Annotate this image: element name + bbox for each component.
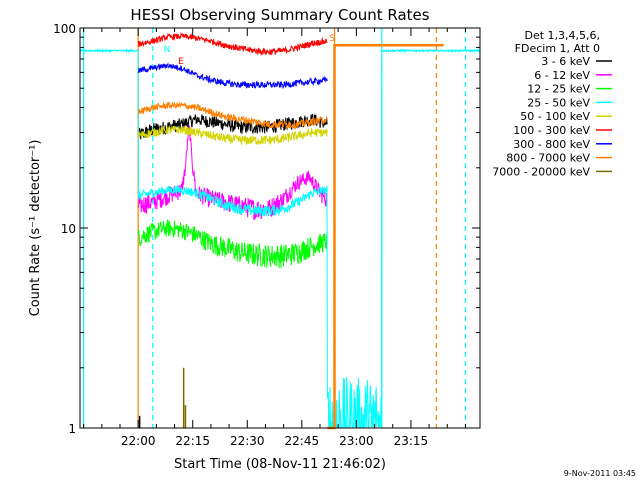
plot-frame bbox=[79, 27, 481, 429]
series-line-4 bbox=[137, 125, 328, 146]
series-line-2 bbox=[137, 219, 328, 269]
x-axis-label: Start Time (08-Nov-11 21:46:02) bbox=[174, 457, 386, 472]
x-tick-label: 22:15 bbox=[175, 434, 210, 448]
series-line-6 bbox=[137, 62, 328, 90]
legend-header: FDecim 1, Att 0 bbox=[515, 42, 600, 55]
plot-area: N S E 1 10 100 22:00 22:15 22:30 22:45 23:00 23:15 bbox=[53, 22, 481, 448]
legend-header: Det 1,3,4,5,6, bbox=[524, 29, 600, 42]
series-line-3 bbox=[79, 48, 481, 429]
legend-label: 7000 - 20000 keV bbox=[492, 165, 590, 178]
x-tick-label: 22:30 bbox=[230, 434, 265, 448]
footer-timestamp: 9-Nov-2011 03:45 bbox=[564, 469, 636, 478]
series-line-7 bbox=[138, 101, 328, 130]
legend-label: 800 - 7000 keV bbox=[506, 152, 590, 165]
y-tick-label: 100 bbox=[53, 22, 76, 36]
x-tick-label: 22:45 bbox=[285, 434, 320, 448]
legend-label: 3 - 6 keV bbox=[541, 55, 590, 68]
x-tick-label: 22:00 bbox=[121, 434, 156, 448]
series-line-5 bbox=[137, 32, 328, 57]
legend-label: 300 - 800 keV bbox=[513, 138, 590, 151]
legend-label: 12 - 25 keV bbox=[527, 83, 590, 96]
annotation-0: N bbox=[164, 45, 171, 55]
legend-label: 50 - 100 keV bbox=[520, 110, 590, 123]
series-line-1 bbox=[137, 125, 328, 221]
legend-label: 100 - 300 keV bbox=[513, 124, 590, 137]
x-tick-label: 23:15 bbox=[394, 434, 429, 448]
chart-title: HESSI Observing Summary Count Rates bbox=[130, 6, 429, 24]
legend: Det 1,3,4,5,6,FDecim 1, Att 03 - 6 keV6 … bbox=[492, 29, 612, 178]
y-tick-label: 1 bbox=[68, 422, 76, 436]
legend-label: 6 - 12 keV bbox=[534, 69, 590, 82]
series-line-0 bbox=[137, 113, 328, 140]
y-axis-label: Count Rate (s⁻¹ detector⁻¹) bbox=[28, 140, 43, 317]
annotation-1: S bbox=[329, 34, 335, 44]
series-line-8 bbox=[327, 43, 444, 430]
x-tick-label: 23:00 bbox=[339, 434, 374, 448]
y-tick-label: 10 bbox=[61, 222, 76, 236]
annotation-2: E bbox=[178, 57, 184, 67]
legend-label: 25 - 50 keV bbox=[527, 96, 590, 109]
